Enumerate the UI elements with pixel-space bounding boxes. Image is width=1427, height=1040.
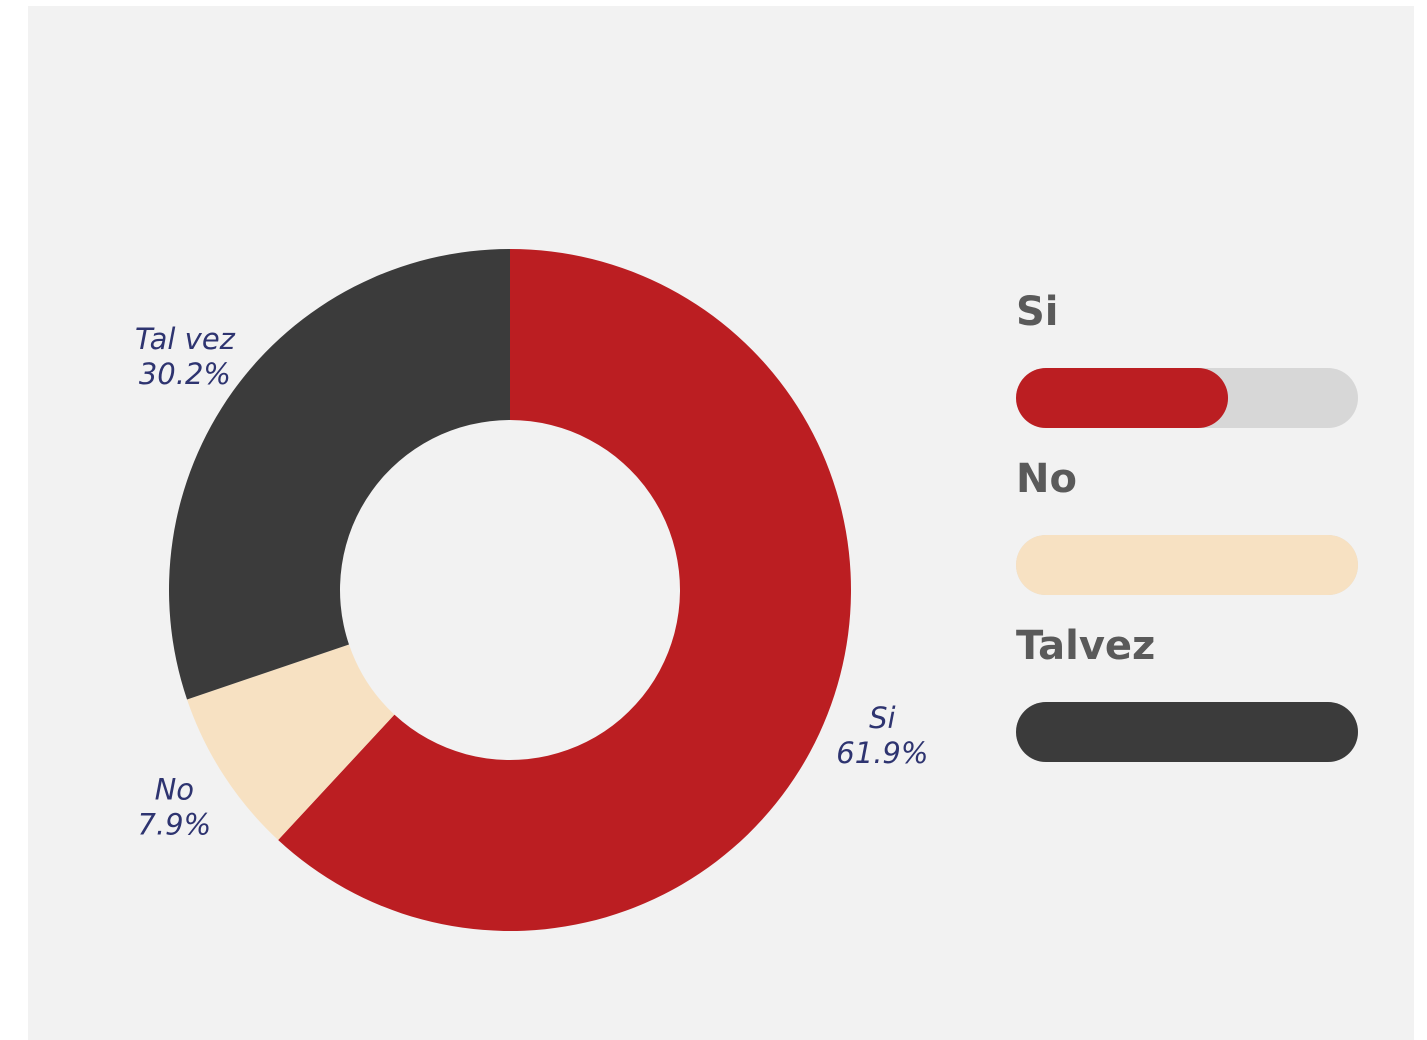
slice-value: 7.9% xyxy=(137,808,211,842)
legend-label: Si xyxy=(1016,289,1059,335)
progress-bar xyxy=(1016,702,1358,762)
slice-value: 30.2% xyxy=(139,357,231,391)
donut-slice xyxy=(278,249,852,931)
progress-bar xyxy=(1016,535,1358,595)
legend-label: No xyxy=(1016,456,1077,502)
slice-name: Si xyxy=(869,701,895,735)
progress-bar xyxy=(1016,368,1229,428)
slice-value: 61.9% xyxy=(836,736,928,770)
legend-label: Talvez xyxy=(1016,623,1155,669)
donut-slice xyxy=(168,249,510,700)
slice-name: Tal vez xyxy=(135,322,236,356)
donut-slice xyxy=(187,644,395,841)
slice-name: No xyxy=(155,773,194,807)
